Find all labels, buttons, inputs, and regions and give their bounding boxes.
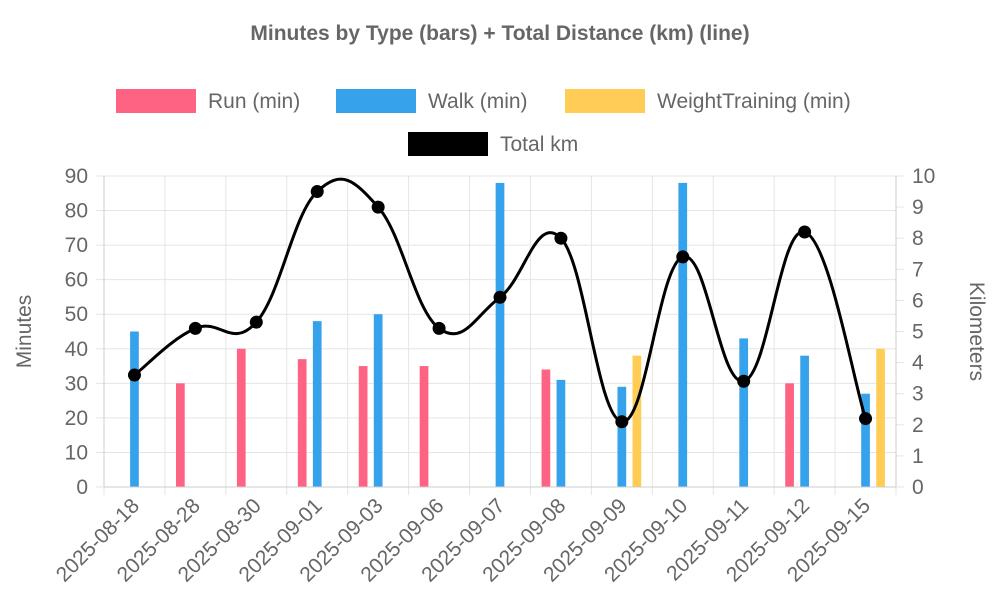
line-point: [432, 321, 446, 335]
bar: [617, 386, 627, 487]
line-point: [371, 200, 385, 214]
bar: [130, 331, 139, 487]
bar: [800, 355, 809, 487]
y2-tick-label: 9: [912, 196, 924, 219]
y2-tick-label: 7: [912, 258, 924, 281]
legend-swatch: [565, 89, 645, 113]
line-point: [310, 185, 324, 199]
y2-tick-label: 6: [912, 289, 924, 312]
chart-title: Minutes by Type (bars) + Total Distance …: [250, 22, 750, 45]
legend-swatch: [336, 89, 416, 113]
legend-item[interactable]: Total km: [408, 132, 578, 156]
bar: [358, 366, 368, 487]
legend-label: WeightTraining (min): [657, 90, 851, 113]
y-tick-label: 30: [65, 372, 88, 395]
y2-tick-label: 2: [912, 414, 924, 437]
bar: [632, 355, 642, 487]
y-tick-label: 0: [76, 476, 88, 499]
y-tick-label: 40: [65, 338, 88, 361]
y-axis-title: Minutes: [13, 295, 36, 369]
y-tick-label: 60: [65, 269, 88, 292]
legend-item[interactable]: Run (min): [116, 89, 300, 113]
y2-tick-label: 10: [912, 165, 935, 188]
y-tick-label: 50: [65, 303, 88, 326]
bar: [495, 182, 505, 487]
legend-item[interactable]: WeightTraining (min): [565, 89, 851, 113]
legend-swatch: [408, 132, 488, 156]
legend-label: Total km: [500, 133, 578, 156]
y-tick-label: 90: [65, 165, 88, 188]
bar: [312, 321, 322, 487]
y-tick-label: 80: [65, 200, 88, 223]
y2-tick-label: 5: [912, 321, 924, 344]
legend[interactable]: Run (min) Walk (min) WeightTraining (min) T…: [116, 89, 851, 156]
bar: [297, 359, 307, 487]
legend-label: Walk (min): [428, 90, 528, 113]
y-tick-label: 20: [65, 407, 88, 430]
line-point: [798, 225, 812, 239]
bar: [373, 314, 383, 487]
line-point: [859, 412, 873, 426]
y2-tick-label: 8: [912, 227, 924, 250]
bar: [739, 338, 749, 487]
bar: [678, 182, 688, 487]
y2-tick-label: 4: [912, 352, 924, 375]
bar: [419, 366, 429, 487]
line-point: [188, 321, 202, 335]
line-point: [493, 290, 507, 304]
line-total-km: [133, 177, 867, 424]
legend-item[interactable]: Walk (min): [336, 89, 528, 113]
legend-swatch: [116, 89, 196, 113]
line-point: [676, 250, 690, 264]
bar: [876, 348, 885, 487]
bar: [861, 393, 870, 487]
line-series: [127, 177, 873, 429]
y2-axis-title: Kilometers: [965, 282, 988, 381]
bar-series: [130, 182, 885, 487]
bar: [556, 379, 566, 487]
legend-label: Run (min): [208, 90, 300, 113]
y2-tick-label: 3: [912, 383, 924, 406]
y-tick-label: 10: [65, 441, 88, 464]
line-point: [554, 231, 568, 245]
y2-tick-label: 1: [912, 445, 924, 468]
y2-tick-label: 0: [912, 476, 924, 499]
y-tick-label: 70: [65, 234, 88, 257]
bar: [541, 369, 551, 487]
bar: [175, 383, 185, 487]
bar: [236, 348, 246, 487]
line-point: [615, 415, 629, 429]
line-point: [127, 368, 141, 382]
line-point: [249, 315, 263, 329]
bar: [785, 383, 794, 487]
line-point: [737, 374, 751, 388]
